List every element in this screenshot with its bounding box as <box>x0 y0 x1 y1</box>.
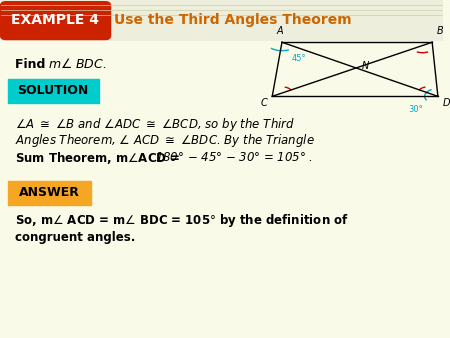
FancyBboxPatch shape <box>8 79 99 103</box>
Text: $\angle$A $\cong$ $\angle$B and $\angle$ADC $\cong$ $\angle$BCD, so by the Third: $\angle$A $\cong$ $\angle$B and $\angle$… <box>15 116 295 132</box>
Text: B: B <box>436 26 443 36</box>
Text: EXAMPLE 4: EXAMPLE 4 <box>11 13 99 27</box>
Text: m$\angle$ BDC.: m$\angle$ BDC. <box>48 57 107 71</box>
FancyBboxPatch shape <box>1 0 443 41</box>
Text: 30°: 30° <box>408 105 423 114</box>
Text: SOLUTION: SOLUTION <box>18 84 89 97</box>
Text: Angles Theorem, $\angle$ ACD $\cong$ $\angle$BDC. By the Triangle: Angles Theorem, $\angle$ ACD $\cong$ $\a… <box>15 132 315 149</box>
Text: Find: Find <box>15 58 50 71</box>
FancyBboxPatch shape <box>0 2 111 40</box>
Text: 180$\degree$ $-$ 45$\degree$ $-$ 30$\degree$ = 105$\degree$ .: 180$\degree$ $-$ 45$\degree$ $-$ 30$\deg… <box>155 151 313 164</box>
Text: ANSWER: ANSWER <box>19 187 80 199</box>
Text: A: A <box>276 26 283 36</box>
Text: 45°: 45° <box>292 54 306 63</box>
Text: So, m$\angle$ ACD = m$\angle$ BDC = 105$\degree$ by the definition of: So, m$\angle$ ACD = m$\angle$ BDC = 105$… <box>15 212 348 229</box>
Text: Use the Third Angles Theorem: Use the Third Angles Theorem <box>114 13 352 27</box>
Text: C: C <box>260 98 267 108</box>
Text: D: D <box>442 98 450 108</box>
Text: Sum Theorem, m$\angle$ACD =: Sum Theorem, m$\angle$ACD = <box>15 150 181 166</box>
Text: N: N <box>361 61 369 71</box>
FancyBboxPatch shape <box>8 181 91 205</box>
Text: congruent angles.: congruent angles. <box>15 231 135 244</box>
